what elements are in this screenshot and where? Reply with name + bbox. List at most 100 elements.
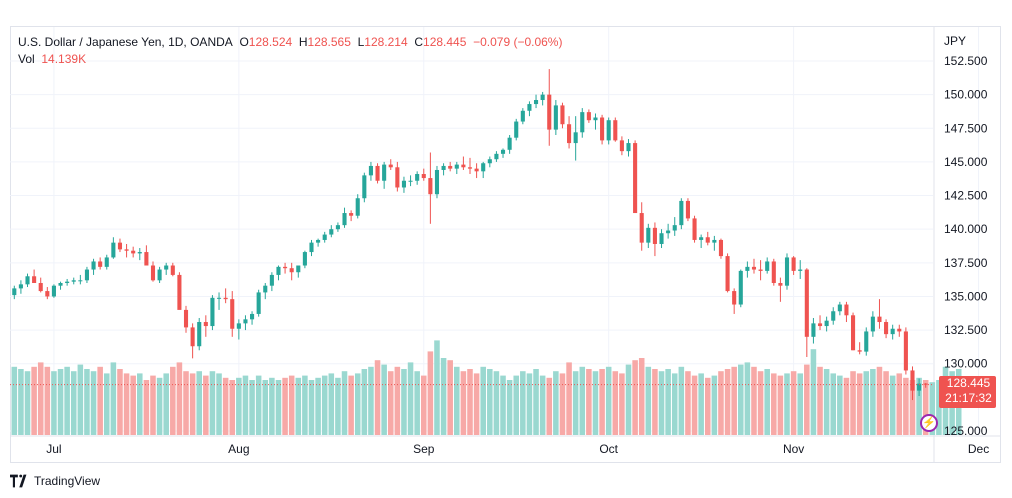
brand-name[interactable]: TradingView — [34, 474, 101, 488]
volume-bar — [645, 366, 652, 435]
candle-body — [639, 213, 644, 243]
volume-bar — [506, 380, 513, 435]
time-tick-label: Nov — [783, 442, 804, 456]
candle-body — [851, 315, 856, 351]
low-label: L — [357, 35, 365, 49]
candle-body — [573, 132, 578, 144]
volume-bar — [368, 366, 374, 435]
volume-bar — [31, 366, 37, 435]
candle-body — [342, 213, 347, 226]
candle-body — [144, 252, 149, 266]
volume-bar — [539, 375, 546, 435]
candle-body — [679, 200, 684, 226]
candle-body — [685, 200, 690, 219]
volume-bar — [870, 369, 876, 435]
volume-bar — [487, 369, 493, 435]
volume-bar — [876, 366, 883, 435]
candle-body — [216, 297, 222, 299]
price-tick-label: 145.000 — [944, 155, 988, 169]
price-tick-label: 135.000 — [944, 289, 988, 303]
candle-body — [408, 180, 413, 182]
volume-bar — [691, 375, 698, 435]
volume-bar — [143, 380, 150, 435]
candle-body — [84, 269, 89, 281]
volume-bar — [850, 371, 856, 435]
grid-lines — [10, 27, 1001, 462]
volume-bar — [308, 380, 315, 435]
candle-body — [917, 383, 922, 391]
candle-body — [778, 283, 783, 286]
candle-body — [322, 234, 327, 240]
candle-body — [32, 276, 37, 283]
volume-bar — [586, 369, 592, 435]
candle-body — [428, 178, 433, 195]
volume-bar — [678, 366, 685, 435]
volume-bar — [771, 373, 777, 435]
volume-bar — [718, 371, 724, 435]
candle-body — [375, 165, 380, 181]
volume-bar — [883, 371, 889, 435]
volume-bar — [156, 377, 163, 435]
volume-bar — [704, 377, 711, 435]
candle-body — [349, 213, 354, 216]
candle-body — [560, 105, 565, 125]
volume-bar — [97, 366, 103, 435]
candle-body — [388, 164, 393, 168]
candle-body — [600, 117, 605, 141]
time-axis-labels: JulAugSepOctNovDec2023 — [46, 442, 989, 456]
volume-bar — [903, 377, 909, 435]
volume-bar — [757, 371, 764, 435]
candle-body — [540, 94, 545, 101]
volume-bar — [553, 371, 559, 435]
price-tick-label: 132.500 — [944, 323, 988, 337]
candle-body — [817, 323, 823, 327]
volume-bar — [447, 360, 453, 435]
candle-body — [831, 311, 836, 321]
volume-bar — [559, 373, 566, 435]
volume-bar — [434, 340, 440, 435]
candle-body — [243, 319, 248, 324]
candle-body — [335, 225, 340, 230]
candle-body — [751, 266, 757, 270]
volume-bar — [130, 375, 136, 435]
candle-body — [877, 316, 882, 323]
symbol-name[interactable]: U.S. Dollar / Japanese Yen, 1D, OANDA — [18, 35, 233, 49]
volume-bar — [889, 375, 896, 435]
volume-bar — [77, 364, 84, 435]
lightning-icon[interactable]: ⚡ — [920, 414, 938, 432]
candle-body — [236, 323, 241, 329]
candle-body — [210, 297, 215, 327]
volume-bar — [724, 369, 731, 435]
candle-body — [527, 104, 532, 111]
price-tick-label: 152.500 — [944, 54, 988, 68]
candle-body — [533, 100, 539, 105]
volume-value: 14.139K — [41, 52, 87, 66]
footer: TradingView — [10, 472, 100, 490]
candle-body — [672, 225, 677, 231]
volume-bar — [513, 375, 520, 435]
last-price-value: 128.445 — [946, 376, 991, 390]
candle-body — [467, 167, 473, 169]
volume-bar — [269, 377, 275, 435]
candle-body — [553, 105, 558, 130]
candle-body — [652, 227, 657, 244]
candle-body — [487, 159, 492, 164]
volume-bar — [335, 377, 341, 435]
candle-body — [289, 268, 294, 273]
volume-bar — [328, 373, 335, 435]
candle-body — [448, 165, 453, 169]
volume-bar — [183, 371, 189, 435]
candle-body — [844, 304, 849, 316]
candle-body — [203, 322, 208, 327]
volume-bar — [216, 373, 222, 435]
candle-body — [864, 331, 869, 352]
volume-bar — [394, 366, 401, 435]
volume-bar — [163, 373, 169, 435]
volume-bar — [242, 375, 249, 435]
volume-bar — [658, 371, 665, 435]
candle-body — [798, 269, 803, 271]
candle-body — [765, 261, 770, 271]
candle-body — [256, 292, 261, 314]
tradingview-logo-icon[interactable] — [10, 474, 30, 488]
